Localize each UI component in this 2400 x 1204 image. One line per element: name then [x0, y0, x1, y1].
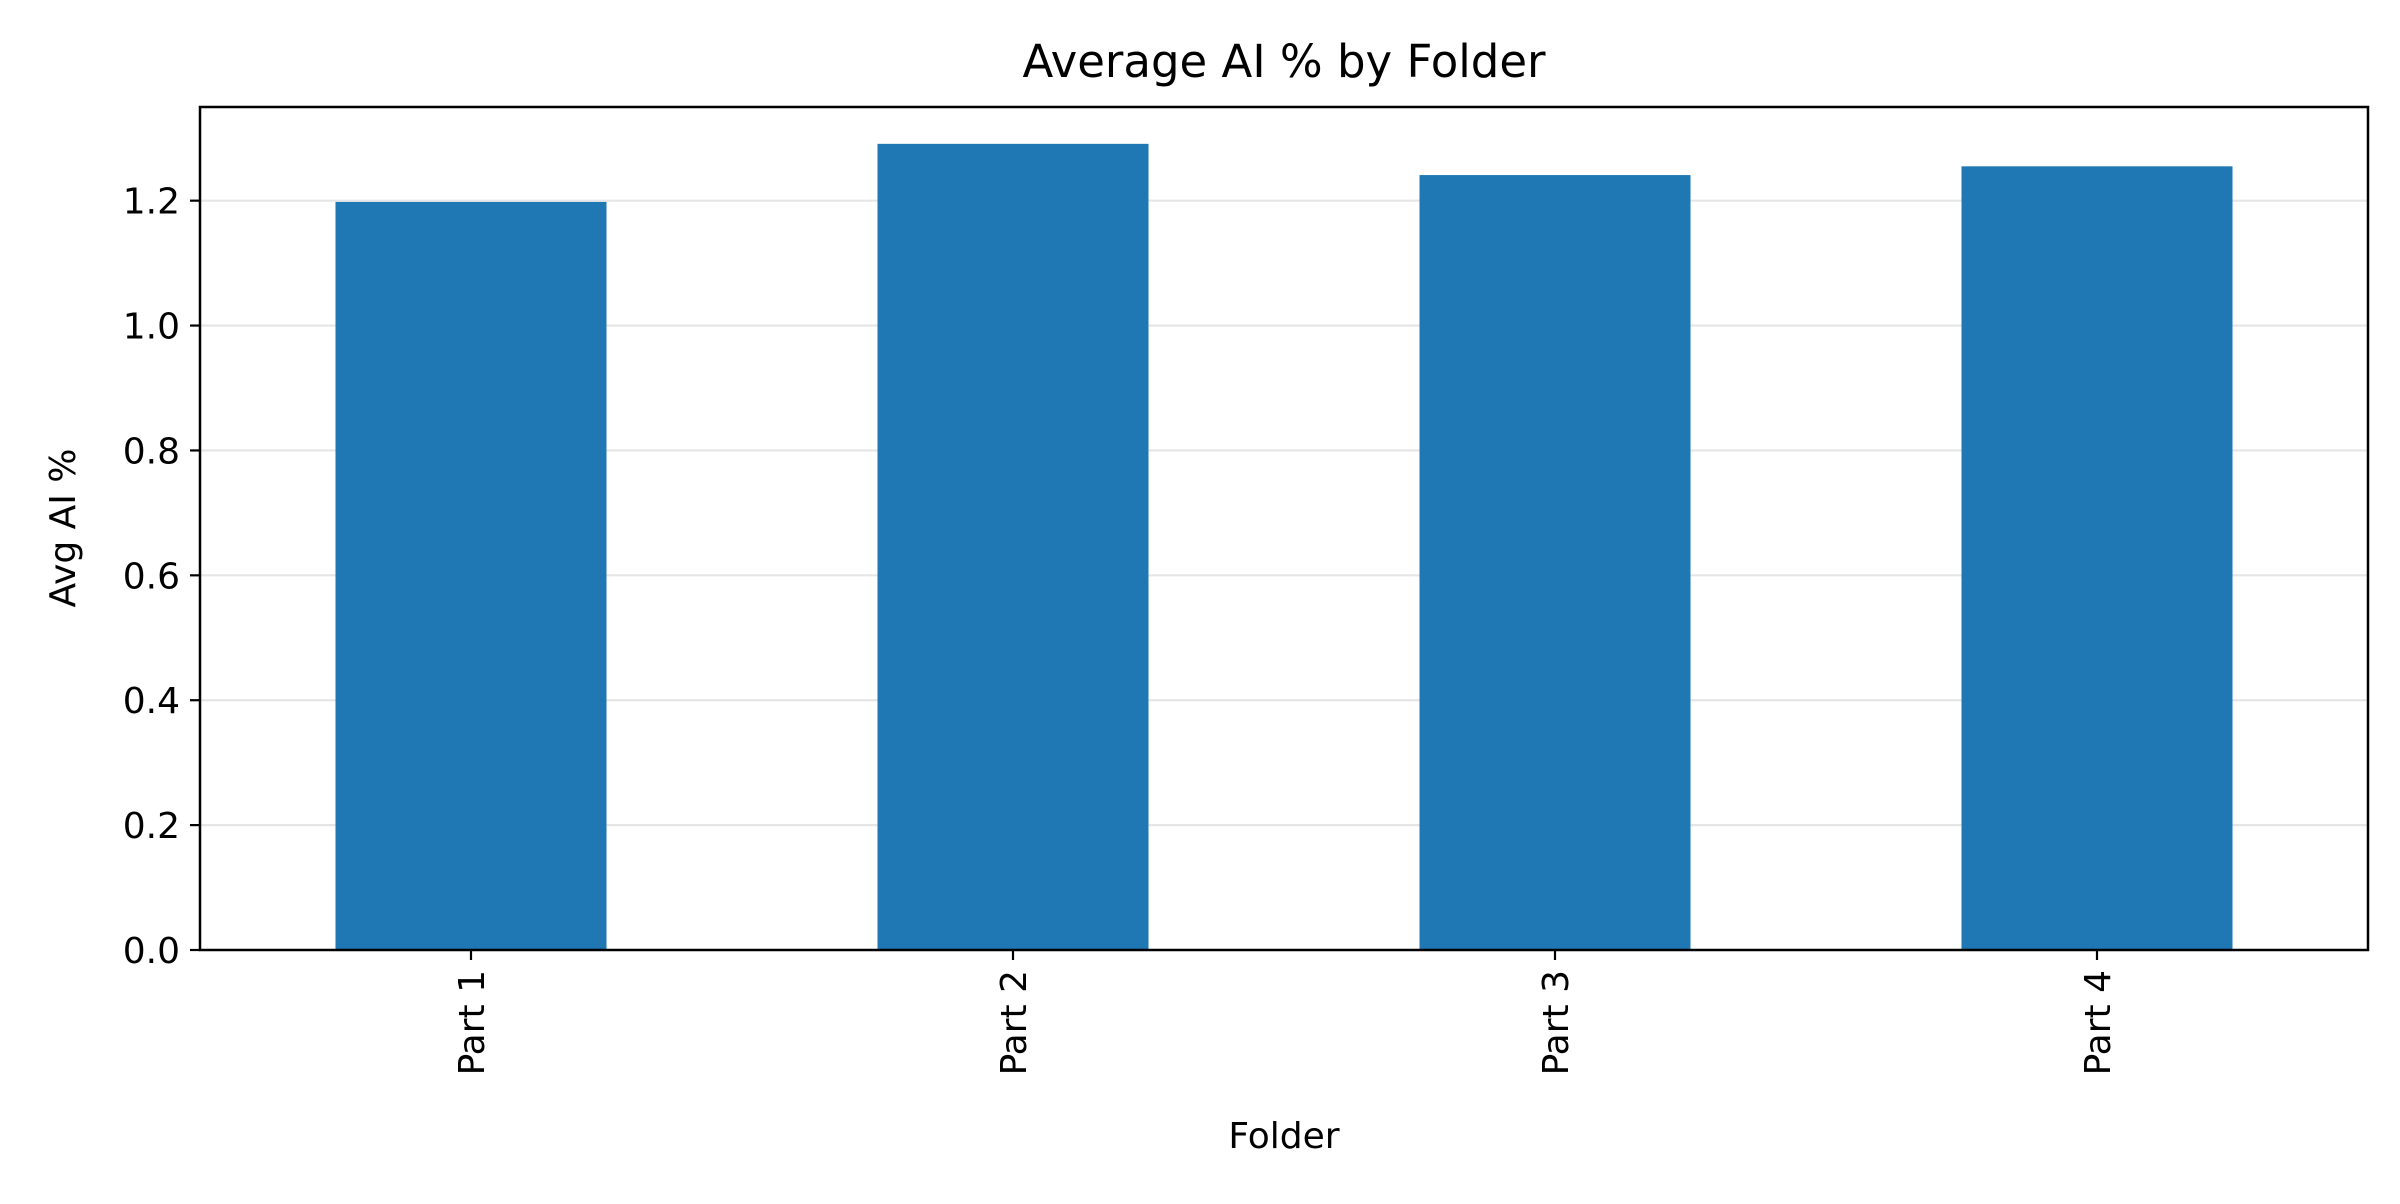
y-tick-label: 0.6 [123, 556, 180, 597]
x-tick-label: Part 3 [1536, 970, 1577, 1075]
y-tick-label: 0.4 [123, 681, 180, 722]
x-axis: Part 1 Part 2 Part 3 Part 4 [452, 950, 2119, 1075]
x-tick-label: Part 1 [452, 970, 493, 1075]
y-axis-label: Avg AI % [43, 448, 84, 607]
x-tick-label: Part 2 [994, 970, 1035, 1075]
x-axis-label: Folder [1228, 1116, 1339, 1157]
bars [335, 143, 2233, 951]
y-tick-label: 0.8 [123, 431, 180, 472]
bar [1419, 175, 1691, 950]
y-tick-label: 1.0 [123, 307, 180, 348]
y-axis: 0.0 0.2 0.4 0.6 0.8 1.0 1.2 [123, 182, 200, 972]
y-tick-label: 1.2 [123, 182, 180, 223]
y-tick-label: 0.2 [123, 806, 180, 847]
chart-title: Average AI % by Folder [1022, 35, 1546, 88]
y-tick-label: 0.0 [123, 931, 180, 972]
plot-frame [198, 105, 2370, 952]
bar [335, 201, 607, 951]
x-tick-label: Part 4 [2078, 970, 2119, 1075]
bar [877, 143, 1149, 950]
bar [1961, 166, 2233, 951]
